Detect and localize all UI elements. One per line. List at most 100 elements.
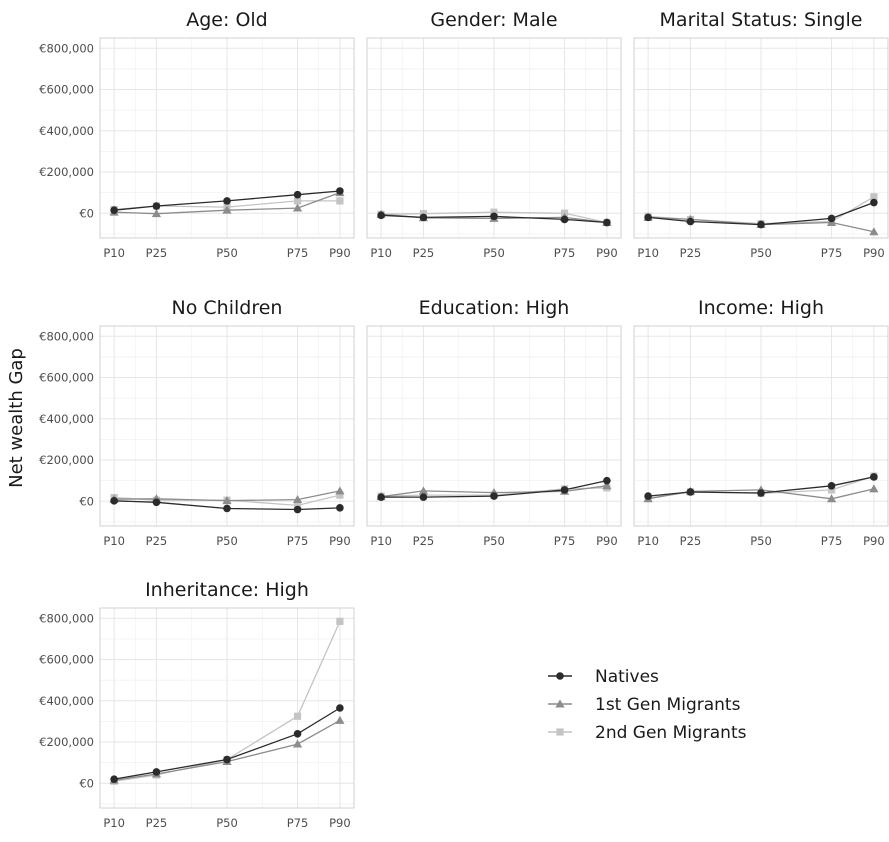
point-natives <box>294 730 302 738</box>
point-natives <box>828 215 836 223</box>
x-tick-label: P50 <box>483 534 505 548</box>
y-tick-label: €400,000 <box>39 694 94 708</box>
point-natives <box>223 505 231 513</box>
x-tick-label: P25 <box>146 816 168 830</box>
x-tick-label: P25 <box>146 246 168 260</box>
panel-title: Marital Status: Single <box>660 9 863 31</box>
x-tick-label: P10 <box>103 534 125 548</box>
x-tick-label: P50 <box>216 246 238 260</box>
panel-3: Marital Status: Single P10 P25 P50 P75 P90 <box>634 9 888 260</box>
point-natives <box>687 488 695 496</box>
x-tick-label: P75 <box>287 246 309 260</box>
panel-6: Income: HighP10 P25 P50 P75 P90 <box>634 297 888 548</box>
point-natives <box>336 704 344 712</box>
x-tick-label: P75 <box>287 816 309 830</box>
x-tick-label: P50 <box>483 246 505 260</box>
point-natives <box>153 768 161 776</box>
panel-title: Gender: Male <box>430 9 557 31</box>
x-tick-label: P90 <box>863 246 885 260</box>
y-tick-label: €0 <box>79 206 94 220</box>
point-natives <box>561 486 569 494</box>
x-tick-label: P90 <box>596 246 618 260</box>
y-tick-label: €200,000 <box>39 735 94 749</box>
point-natives <box>687 218 695 226</box>
x-tick-label: P10 <box>637 534 659 548</box>
x-tick-label: P10 <box>370 246 392 260</box>
panel-title: Inheritance: High <box>145 579 309 601</box>
y-tick-label: €0 <box>79 776 94 790</box>
point-natives <box>644 492 652 500</box>
legend-key-marker <box>556 728 563 735</box>
y-tick-label: €800,000 <box>39 611 94 625</box>
x-tick-label: P25 <box>413 246 435 260</box>
point-natives <box>644 214 652 222</box>
panel-4: No Children€0€200,000€400,000€600,000€80… <box>39 297 354 548</box>
point-natives <box>561 216 569 224</box>
x-tick-label: P75 <box>554 246 576 260</box>
legend-item: 1st Gen Migrants <box>548 695 741 715</box>
x-tick-label: P25 <box>680 534 702 548</box>
y-tick-label: €400,000 <box>39 124 94 138</box>
y-axis-title: Net wealth Gap <box>6 348 27 488</box>
point-natives <box>110 775 118 783</box>
x-tick-label: P10 <box>103 816 125 830</box>
point-1st-gen-migrants <box>335 486 344 494</box>
point-natives <box>153 498 161 506</box>
point-natives <box>490 492 498 500</box>
x-tick-label: P90 <box>329 246 351 260</box>
point-natives <box>336 187 344 195</box>
x-tick-label: P50 <box>750 246 772 260</box>
y-tick-label: €800,000 <box>39 41 94 55</box>
x-tick-label: P10 <box>103 246 125 260</box>
point-natives <box>110 497 118 505</box>
point-1st-gen-migrants <box>293 739 302 747</box>
panel-title: Age: Old <box>186 9 267 31</box>
point-natives <box>294 191 302 199</box>
panel-5: Education: High P10 P25 P50 P75 P90 <box>367 297 621 548</box>
y-tick-label: €600,000 <box>39 83 94 97</box>
point-2nd-gen-migrants <box>336 197 343 204</box>
panel-7: Inheritance: High €0 €200,000 €400,000 €600,… <box>39 579 354 830</box>
panel-1: Age: Old €0 €200,000 €400,000 €600,000 €800,0… <box>39 9 354 260</box>
x-tick-label: P25 <box>146 534 168 548</box>
point-natives <box>294 506 302 514</box>
point-natives <box>603 477 611 485</box>
x-tick-label: P10 <box>637 246 659 260</box>
point-natives <box>870 473 878 481</box>
legend-label: 1st Gen Migrants <box>595 695 741 715</box>
point-natives <box>377 493 385 501</box>
x-tick-label: P90 <box>329 534 351 548</box>
panel-title: Education: High <box>419 297 570 319</box>
panel-title: Income: High <box>698 297 824 319</box>
x-tick-label: P75 <box>821 534 843 548</box>
y-tick-label: €200,000 <box>39 165 94 179</box>
y-tick-label: €800,000 <box>39 329 94 343</box>
point-natives <box>153 202 161 210</box>
legend-item: Natives <box>548 667 659 687</box>
point-2nd-gen-migrants <box>294 713 301 720</box>
point-natives <box>757 489 765 497</box>
point-natives <box>110 206 118 214</box>
legend-label: Natives <box>595 667 659 687</box>
point-natives <box>603 219 611 227</box>
x-tick-label: P90 <box>596 534 618 548</box>
point-2nd-gen-migrants <box>336 618 343 625</box>
legend-label: 2nd Gen Migrants <box>595 723 747 743</box>
legend-key-marker <box>556 672 564 680</box>
point-natives <box>223 197 231 205</box>
point-natives <box>420 493 428 501</box>
x-tick-label: P25 <box>413 534 435 548</box>
point-1st-gen-migrants <box>869 484 878 492</box>
point-natives <box>490 213 498 221</box>
x-tick-label: P10 <box>370 534 392 548</box>
x-tick-label: P50 <box>750 534 772 548</box>
point-natives <box>377 212 385 220</box>
point-1st-gen-migrants <box>335 716 344 724</box>
point-natives <box>223 756 231 764</box>
y-tick-label: €0 <box>79 494 94 508</box>
legend: Natives 1st Gen Migrants 2nd Gen Migrants <box>548 667 747 743</box>
point-natives <box>828 482 836 490</box>
y-tick-label: €600,000 <box>39 371 94 385</box>
x-tick-label: P50 <box>216 816 238 830</box>
